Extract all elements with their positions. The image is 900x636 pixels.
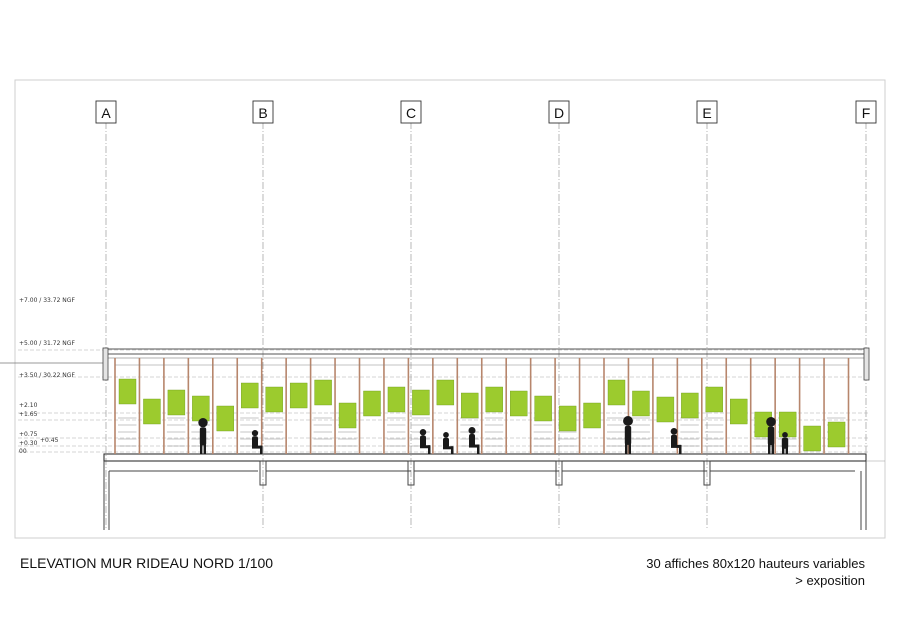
grid-axis-box: [696, 100, 718, 124]
pier: [703, 460, 711, 486]
poster: [241, 382, 259, 409]
poster: [534, 395, 552, 422]
poster: [583, 402, 601, 429]
poster: [412, 389, 430, 416]
poster: [167, 389, 186, 416]
level-label: +0.45: [40, 437, 59, 444]
poster: [705, 386, 723, 413]
person-silhouette: [781, 432, 789, 454]
person-silhouette: [198, 418, 208, 454]
poster: [118, 378, 137, 405]
sheet-frame: [14, 79, 886, 539]
poster: [363, 390, 381, 417]
seated-person-silhouette: [468, 427, 480, 454]
grid-axis-box: [400, 100, 422, 124]
level-label: +2.10: [19, 402, 38, 409]
grid-axis-label: E: [702, 105, 711, 121]
poster: [510, 390, 528, 417]
poster: [216, 405, 235, 432]
note-line-2: > exposition: [795, 573, 865, 588]
poster: [192, 395, 210, 422]
pier: [407, 460, 415, 486]
poster: [558, 405, 577, 432]
seated-person-silhouette: [251, 430, 263, 454]
grid-axis-box: [252, 100, 274, 124]
person-silhouette: [766, 417, 776, 454]
grid-axis-label: C: [406, 105, 416, 121]
seated-person-silhouette: [670, 428, 682, 454]
seated-person-silhouette: [419, 429, 431, 454]
poster: [656, 396, 675, 423]
poster: [461, 392, 479, 419]
grid-axis-label: A: [101, 105, 111, 121]
poster: [730, 398, 748, 425]
poster: [827, 421, 846, 448]
grid-axis-label: B: [258, 105, 267, 121]
poster: [803, 425, 821, 452]
end-column-right: [863, 347, 870, 381]
grid-axis-label: F: [862, 105, 871, 121]
note-line-1: 30 affiches 80x120 hauteurs variables: [646, 556, 865, 571]
poster: [436, 379, 455, 406]
poster: [607, 379, 626, 406]
grid-axis-box: [548, 100, 570, 124]
poster: [265, 386, 283, 413]
poster: [143, 398, 161, 425]
level-label: +0.75: [19, 431, 38, 438]
poster: [485, 386, 503, 413]
grid-axis-box: [855, 100, 877, 124]
grid-axis-box: [95, 100, 117, 124]
level-label: +0.30: [19, 440, 38, 447]
level-label: 00: [19, 448, 27, 455]
people-silhouettes: [198, 416, 789, 454]
level-label: +5.00 / 31.72 NGF: [19, 340, 75, 347]
end-column-left: [102, 347, 109, 381]
level-labels: +7.00 / 33.72 NGF +5.00 / 31.72 NGF +3.5…: [19, 297, 75, 455]
basement-piers: [259, 460, 855, 486]
poster: [681, 392, 699, 419]
pier: [259, 460, 267, 486]
pier: [555, 460, 563, 486]
grid-axes: A B C D E F: [95, 100, 877, 530]
poster: [289, 382, 308, 409]
poster: [314, 379, 332, 406]
drawing-title: ELEVATION MUR RIDEAU NORD 1/100: [20, 555, 274, 571]
grid-axis-label: D: [554, 105, 564, 121]
poster: [632, 390, 650, 417]
poster: [387, 386, 406, 413]
level-label: +7.00 / 33.72 NGF: [19, 297, 75, 304]
level-label: +3.50 / 30.22 NGF: [19, 372, 75, 379]
posters: [118, 378, 846, 452]
poster: [338, 402, 357, 429]
poster: [778, 411, 797, 438]
building: [102, 347, 885, 530]
floor-slab: [103, 453, 867, 462]
person-silhouette: [623, 416, 633, 454]
seated-person-silhouette: [443, 432, 454, 454]
basement-structure: [103, 461, 867, 530]
level-label: +1.65: [19, 411, 38, 418]
